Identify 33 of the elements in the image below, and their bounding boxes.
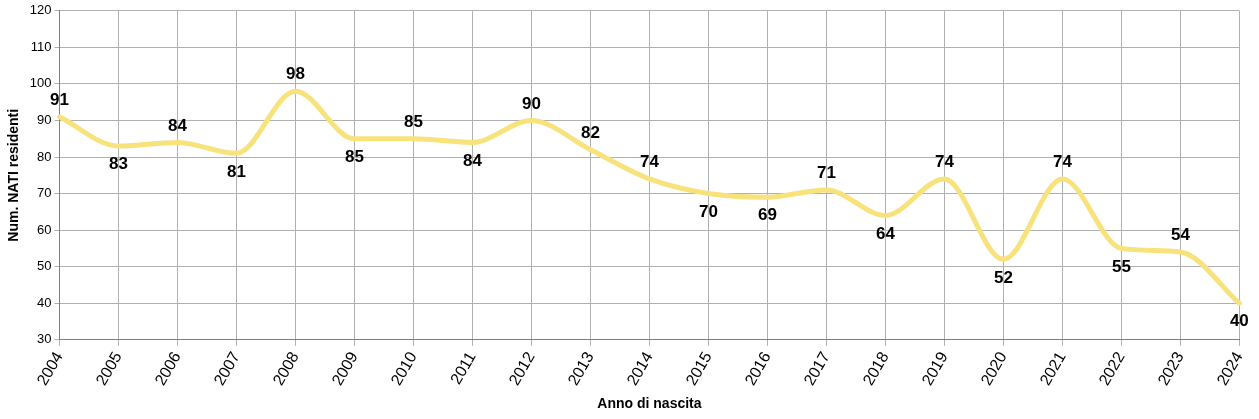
data-label: 85 <box>345 146 364 166</box>
data-label: 74 <box>1052 152 1073 172</box>
data-label: 55 <box>1111 256 1131 276</box>
data-label: 69 <box>757 205 777 225</box>
data-label: 98 <box>286 64 305 84</box>
data-label: 71 <box>816 163 836 183</box>
data-label: 82 <box>580 122 600 142</box>
y-tick-label: 70 <box>37 185 52 201</box>
data-label: 81 <box>227 161 246 181</box>
y-tick-label: 40 <box>37 294 52 310</box>
data-label: 52 <box>993 267 1013 287</box>
data-label: 74 <box>639 152 660 172</box>
data-label: 54 <box>1170 225 1191 245</box>
data-label: 84 <box>168 115 188 135</box>
data-label: 84 <box>462 150 483 170</box>
data-label: 70 <box>698 201 718 221</box>
x-axis-title: Anno di nascita <box>597 395 702 412</box>
y-tick-label: 50 <box>37 258 52 274</box>
data-label: 74 <box>934 152 955 172</box>
y-tick-label: 60 <box>37 221 52 237</box>
y-tick-label: 120 <box>29 2 52 18</box>
y-tick-label: 100 <box>29 75 52 91</box>
y-axis-title: Num. NATI residenti <box>5 108 22 242</box>
data-label: 85 <box>403 111 423 131</box>
y-tick-label: 110 <box>30 38 52 54</box>
data-label: 40 <box>1229 311 1249 331</box>
data-label: 90 <box>521 93 541 113</box>
data-label: 64 <box>875 223 896 243</box>
y-tick-label: 90 <box>37 112 52 128</box>
y-tick-label: 80 <box>37 148 52 164</box>
data-label: 83 <box>109 154 128 174</box>
y-tick-label: 30 <box>37 331 52 347</box>
data-label: 91 <box>50 89 69 109</box>
